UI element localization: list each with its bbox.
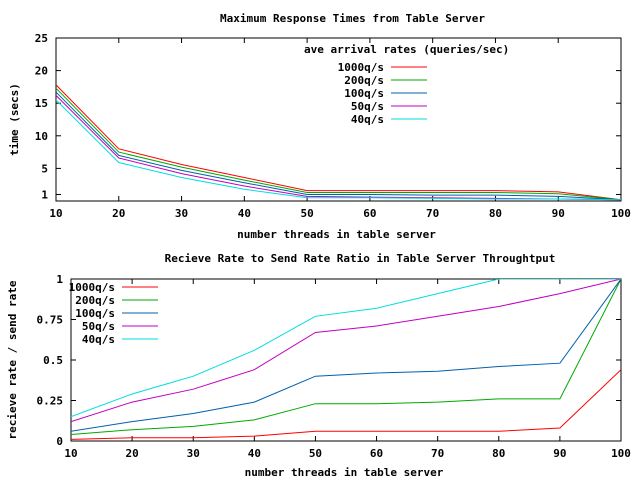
legend-label: 100q/s bbox=[344, 87, 384, 100]
x-tick-label: 70 bbox=[426, 207, 439, 220]
x-tick-label: 30 bbox=[187, 447, 200, 460]
legend-label: 50q/s bbox=[351, 100, 384, 113]
plot-frame bbox=[70, 278, 622, 442]
x-axis-label: number threads in table server bbox=[245, 466, 444, 479]
ratio-chart: Recieve Rate to Send Rate Ratio in Table… bbox=[6, 252, 631, 479]
y-tick-label: 0.75 bbox=[37, 314, 64, 327]
x-tick-label: 100 bbox=[611, 207, 631, 220]
y-axis-label: time (secs) bbox=[8, 83, 21, 156]
series-line-100qs bbox=[71, 279, 621, 432]
series-line-200qs bbox=[71, 279, 621, 435]
y-tick-label: 10 bbox=[35, 130, 48, 143]
legend-label: 40q/s bbox=[82, 333, 115, 346]
x-tick-label: 40 bbox=[238, 207, 251, 220]
x-tick-label: 10 bbox=[49, 207, 62, 220]
series-line-50qs bbox=[56, 95, 621, 201]
legend-label: 40q/s bbox=[351, 113, 384, 126]
x-axis-label: number threads in table server bbox=[237, 228, 436, 241]
y-tick-label: 5 bbox=[41, 162, 48, 175]
y-tick-label: 15 bbox=[35, 97, 48, 110]
series-line-50qs bbox=[71, 279, 621, 423]
y-tick-label: 0.5 bbox=[43, 354, 63, 367]
chart-title: Recieve Rate to Send Rate Ratio in Table… bbox=[165, 252, 556, 265]
y-axis-label: recieve rate / send rate bbox=[6, 280, 19, 439]
x-tick-label: 90 bbox=[553, 447, 566, 460]
series-line-40qs bbox=[71, 279, 621, 418]
x-tick-label: 50 bbox=[300, 207, 313, 220]
x-tick-label: 80 bbox=[492, 447, 505, 460]
x-tick-label: 90 bbox=[552, 207, 565, 220]
legend-title: ave arrival rates (queries/sec) bbox=[304, 43, 509, 56]
x-tick-label: 40 bbox=[248, 447, 261, 460]
y-tick-label: 20 bbox=[35, 65, 48, 78]
plot-frame bbox=[55, 37, 622, 202]
legend-label: 50q/s bbox=[82, 320, 115, 333]
chart-title: Maximum Response Times from Table Server bbox=[220, 12, 485, 25]
y-tick-label: 0.25 bbox=[37, 395, 64, 408]
y-tick-label: 25 bbox=[35, 32, 48, 45]
series-line-40qs bbox=[56, 99, 621, 201]
x-tick-label: 60 bbox=[370, 447, 383, 460]
x-tick-label: 70 bbox=[431, 447, 444, 460]
legend-label: 1000q/s bbox=[69, 281, 115, 294]
legend-label: 1000q/s bbox=[338, 61, 384, 74]
x-tick-label: 20 bbox=[112, 207, 125, 220]
series-line-200qs bbox=[56, 87, 621, 201]
x-tick-label: 30 bbox=[175, 207, 188, 220]
y-tick-label: 1 bbox=[56, 273, 63, 286]
legend-label: 200q/s bbox=[75, 294, 115, 307]
series-line-1000qs bbox=[71, 369, 621, 440]
response-time-chart: Maximum Response Times from Table Server… bbox=[8, 12, 631, 241]
x-tick-label: 20 bbox=[125, 447, 138, 460]
x-tick-label: 60 bbox=[363, 207, 376, 220]
x-tick-label: 10 bbox=[64, 447, 77, 460]
legend-label: 100q/s bbox=[75, 307, 115, 320]
series-line-1000qs bbox=[56, 84, 621, 201]
y-tick-label: 0 bbox=[56, 435, 63, 448]
series-line-100qs bbox=[56, 91, 621, 201]
x-tick-label: 100 bbox=[611, 447, 631, 460]
legend-label: 200q/s bbox=[344, 74, 384, 87]
x-tick-label: 50 bbox=[309, 447, 322, 460]
x-tick-label: 80 bbox=[489, 207, 502, 220]
y-tick-label: 1 bbox=[41, 188, 48, 201]
